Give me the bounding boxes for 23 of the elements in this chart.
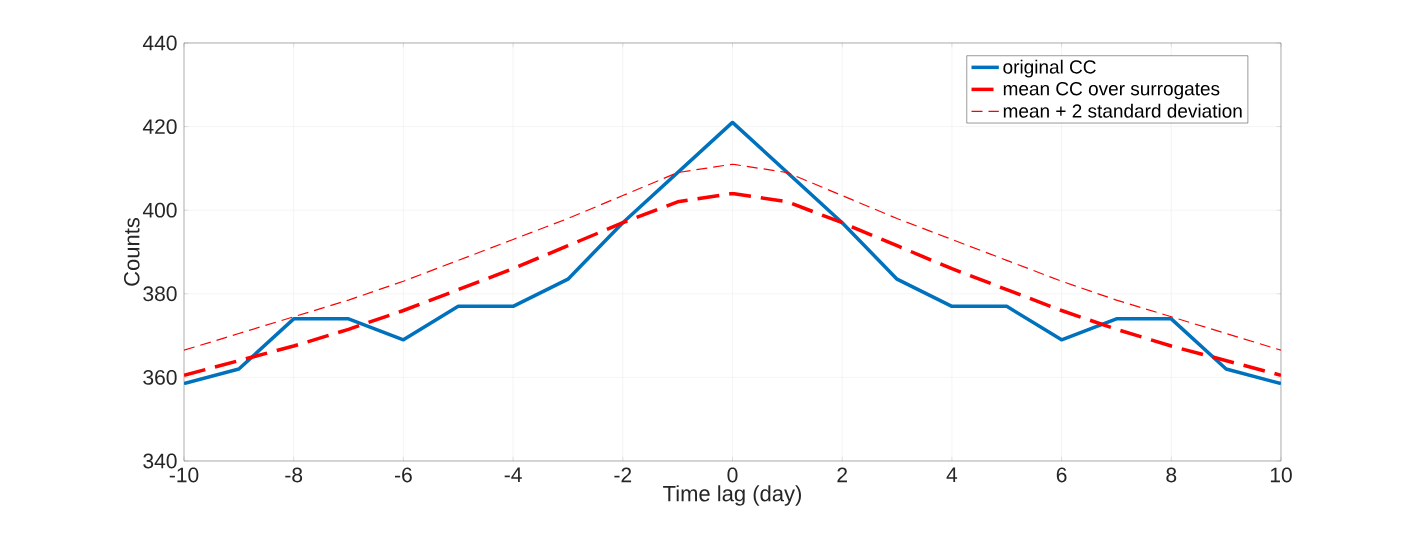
x-tick-label: 8	[1166, 467, 1177, 483]
x-tick-label: 0	[727, 467, 738, 483]
x-tick-label: -2	[614, 467, 632, 483]
x-axis-title: Time lag (day)	[663, 485, 801, 506]
x-tick-label: 2	[837, 467, 847, 483]
y-tick-label: 380	[143, 286, 177, 302]
line-series	[184, 163, 1281, 351]
y-axis-title: Counts	[123, 217, 140, 286]
y-tick-label: 400	[142, 202, 177, 218]
y-tick-label: 420	[142, 119, 177, 135]
legend-label: original CC	[1003, 59, 1096, 78]
y-tick-label: 360	[143, 369, 177, 385]
x-tick-label: 4	[946, 467, 958, 482]
y-tick-label: 440	[142, 35, 177, 51]
x-tick-label: -8	[285, 467, 303, 483]
legend-label: mean CC over surrogates	[1003, 82, 1220, 100]
x-tick-label: 6	[1056, 467, 1067, 483]
x-tick-label: -4	[504, 467, 522, 482]
x-tick-label: 10	[1270, 467, 1292, 483]
x-tick-label: -10	[169, 467, 199, 483]
y-tick-label: 340	[143, 453, 177, 469]
x-tick-label: -6	[394, 467, 412, 483]
legend-label: mean + 2 standard deviation	[1003, 103, 1242, 118]
